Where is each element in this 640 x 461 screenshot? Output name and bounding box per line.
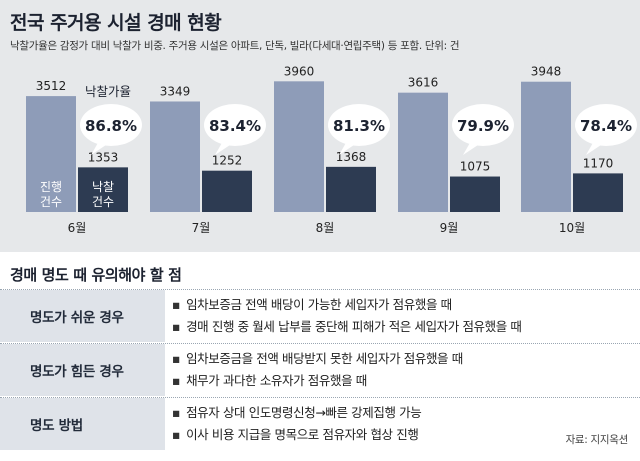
month-tick-label: 9월 <box>440 221 459 235</box>
bullet-icon: ▪ <box>172 297 181 312</box>
won-value-label: 1170 <box>583 156 614 170</box>
rate-value-label: 83.4% <box>209 117 261 135</box>
guide-item: ▪ 채무가 과다한 소유자가 점유했을 때 <box>172 370 632 392</box>
rate-bubble <box>204 104 266 146</box>
progress-value-label: 3349 <box>160 84 191 98</box>
progress-value-label: 3512 <box>36 79 67 93</box>
guide-table: 명도가 쉬운 경우 ▪ 임차보증금 전액 배당이 가능한 세입자가 점유했을 때 … <box>0 289 640 451</box>
guide-row-method: 명도 방법 ▪ 점유자 상대 인도명령신청→빠른 강제집행 가능 ▪ 이사 비용 지… <box>0 397 640 450</box>
rate-bubble <box>575 104 637 146</box>
month-tick-label: 10월 <box>559 221 585 235</box>
bullet-icon: ▪ <box>172 405 181 420</box>
won-value-label: 1353 <box>88 150 119 164</box>
bar-chart: 3512 1353 6월 86.8% 3349 1252 7월 83.4% 3960 1368 8월… <box>26 64 637 235</box>
source-note: 자료: 지지옥션 <box>565 434 629 446</box>
won-inline-label: 낙찰 <box>92 180 114 194</box>
rate-bubble <box>328 104 390 146</box>
progress-bar <box>26 96 76 212</box>
chart-subtitle: 낙찰가율은 감정가 대비 낙찰가 비중. 주거용 시설은 아파트, 단독, 빌라… <box>10 40 460 52</box>
guide-row-label: 명도 방법 <box>0 398 165 450</box>
won-bar <box>450 176 500 212</box>
won-value-label: 1252 <box>212 154 243 168</box>
won-bar <box>573 173 623 212</box>
guide-item: ▪ 임차보증금 전액 배당이 가능한 세입자가 점유했을 때 <box>172 294 632 316</box>
progress-bar <box>274 81 324 212</box>
bullet-icon: ▪ <box>172 351 181 366</box>
guide-item: ▪ 임차보증금을 전액 배당받지 못한 세입자가 점유했을 때 <box>172 348 632 370</box>
progress-bar <box>398 92 448 212</box>
won-bar <box>202 170 252 212</box>
progress-inline-label: 진행 <box>40 179 62 194</box>
month-tick-label: 7월 <box>192 221 211 235</box>
progress-bar <box>521 81 571 212</box>
rate-value-label: 81.3% <box>333 117 385 135</box>
rate-label: 낙찰가율 <box>85 84 131 99</box>
won-bar <box>78 167 128 212</box>
month-tick-label: 8월 <box>316 221 335 235</box>
guide-title: 경매 명도 때 유의해야 할 점 <box>10 266 182 284</box>
won-inline-label: 건수 <box>92 195 114 209</box>
progress-inline-label: 건수 <box>40 195 62 209</box>
progress-bar <box>150 101 200 212</box>
guide-row-easy: 명도가 쉬운 경우 ▪ 임차보증금 전액 배당이 가능한 세입자가 점유했을 때 … <box>0 289 640 342</box>
bullet-icon: ▪ <box>172 427 181 442</box>
rate-value-label: 79.9% <box>457 117 509 135</box>
rate-value-label: 86.8% <box>85 117 137 135</box>
progress-value-label: 3948 <box>531 65 562 79</box>
rate-bubble <box>452 104 514 146</box>
guide-row-label: 명도가 쉬운 경우 <box>0 290 165 342</box>
chart-title: 전국 주거용 시설 경매 현황 <box>10 12 222 34</box>
progress-value-label: 3960 <box>284 64 315 78</box>
progress-value-label: 3616 <box>408 76 439 90</box>
won-value-label: 1368 <box>336 150 367 164</box>
guide-item: ▪ 경매 진행 중 월세 납부를 중단해 피해가 적은 세입자가 점유했을 때 <box>172 316 632 338</box>
guide-item: ▪ 점유자 상대 인도명령신청→빠른 강제집행 가능 <box>172 402 632 424</box>
guide-item: ▪ 이사 비용 지급을 명목으로 점유자와 협상 진행 <box>172 424 632 446</box>
bullet-icon: ▪ <box>172 319 181 334</box>
bullet-icon: ▪ <box>172 373 181 388</box>
rate-value-label: 78.4% <box>580 117 632 135</box>
guide-row-label: 명도가 힘든 경우 <box>0 344 165 396</box>
won-value-label: 1075 <box>460 160 491 174</box>
guide-row-hard: 명도가 힘든 경우 ▪ 임차보증금을 전액 배당받지 못한 세입자가 점유했을 때… <box>0 343 640 396</box>
rate-bubble <box>80 104 142 146</box>
won-bar <box>326 166 376 212</box>
month-tick-label: 6월 <box>68 221 87 235</box>
